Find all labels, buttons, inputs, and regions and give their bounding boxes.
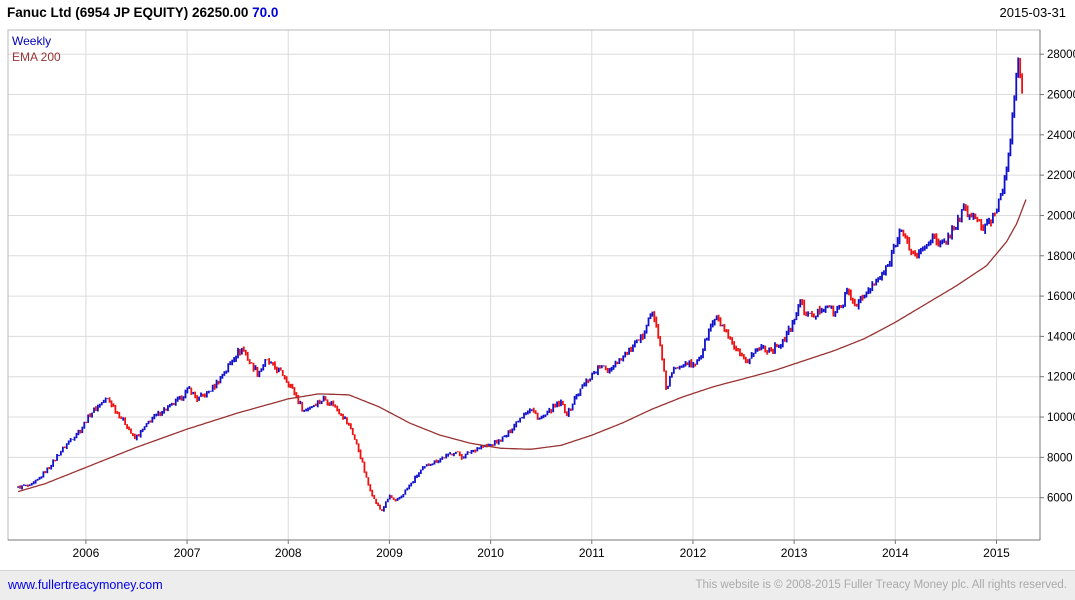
y-axis-label: 12000 xyxy=(1047,372,1075,384)
y-axis-label: 18000 xyxy=(1047,251,1075,263)
y-axis-label: 24000 xyxy=(1047,130,1075,142)
y-axis-label: 20000 xyxy=(1047,210,1075,222)
copyright-text: This website is © 2008-2015 Fuller Treac… xyxy=(695,579,1067,591)
y-axis-label: 10000 xyxy=(1047,412,1075,424)
x-axis-label: 2008 xyxy=(275,546,302,560)
x-axis-label: 2012 xyxy=(680,546,707,560)
chart-header: Fanuc Ltd (6954 JP EQUITY) 26250.00 70.0… xyxy=(0,0,1075,28)
footer-bar: www.fullertreacymoney.com This website i… xyxy=(0,570,1075,600)
x-axis-label: 2013 xyxy=(781,546,808,560)
chart-date: 2015-03-31 xyxy=(999,5,1067,20)
x-axis-label: 2010 xyxy=(477,546,504,560)
y-axis-label: 28000 xyxy=(1047,49,1075,61)
x-axis-label: 2015 xyxy=(983,546,1010,560)
y-axis-label: 14000 xyxy=(1047,331,1075,343)
x-axis-label: 2007 xyxy=(174,546,201,560)
site-link[interactable]: www.fullertreacymoney.com xyxy=(8,578,163,592)
indicator-value: 70.0 xyxy=(252,5,279,20)
y-axis-label: 26000 xyxy=(1047,90,1075,102)
y-axis-label: 8000 xyxy=(1047,452,1073,464)
y-axis-label: 6000 xyxy=(1047,493,1073,505)
chart-title: Fanuc Ltd (6954 JP EQUITY) 26250.00 70.0 xyxy=(7,5,278,20)
x-axis-label: 2009 xyxy=(376,546,403,560)
x-axis-label: 2011 xyxy=(579,546,605,560)
legend-weekly-label: Weekly xyxy=(12,34,52,48)
instrument-name-price: Fanuc Ltd (6954 JP EQUITY) 26250.00 xyxy=(7,5,249,20)
y-axis-label: 16000 xyxy=(1047,291,1075,303)
legend-ema-label: EMA 200 xyxy=(12,50,61,64)
x-axis-label: 2014 xyxy=(882,546,909,560)
y-axis-label: 22000 xyxy=(1047,170,1075,182)
x-axis-label: 2006 xyxy=(73,546,100,560)
chart-legend: Weekly EMA 200 xyxy=(12,33,61,65)
